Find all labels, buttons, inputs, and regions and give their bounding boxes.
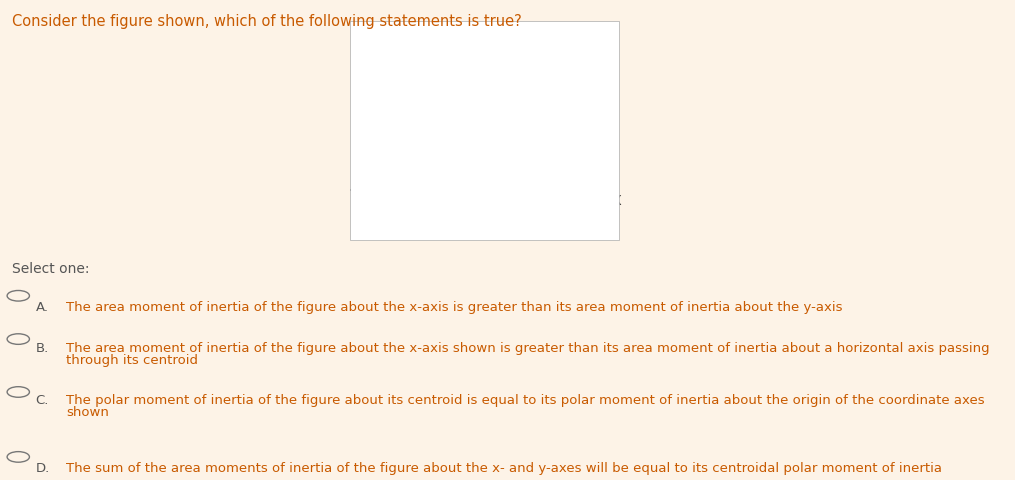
- Text: The sum of the area moments of inertia of the figure about the x- and y-axes wil: The sum of the area moments of inertia o…: [66, 461, 942, 474]
- Text: B.: B.: [36, 341, 49, 354]
- Text: D.: D.: [36, 461, 50, 474]
- Text: Select one:: Select one:: [12, 262, 89, 276]
- Text: The area moment of inertia of the figure about the x-axis is greater than its ar: The area moment of inertia of the figure…: [66, 300, 842, 313]
- Text: The area moment of inertia of the figure about the x-axis shown is greater than : The area moment of inertia of the figure…: [66, 341, 990, 354]
- Bar: [413, 82, 528, 191]
- Text: s: s: [378, 129, 385, 143]
- Text: through its centroid: through its centroid: [66, 353, 198, 366]
- Text: y: y: [413, 20, 422, 38]
- Text: A.: A.: [36, 300, 49, 313]
- Text: shown: shown: [66, 406, 109, 419]
- Text: Consider the figure shown, which of the following statements is true?: Consider the figure shown, which of the …: [12, 14, 522, 29]
- Text: x: x: [612, 191, 622, 209]
- Text: The polar moment of inertia of the figure about its centroid is equal to its pol: The polar moment of inertia of the figur…: [66, 394, 985, 407]
- Text: s: s: [467, 219, 474, 233]
- Text: C.: C.: [36, 394, 49, 407]
